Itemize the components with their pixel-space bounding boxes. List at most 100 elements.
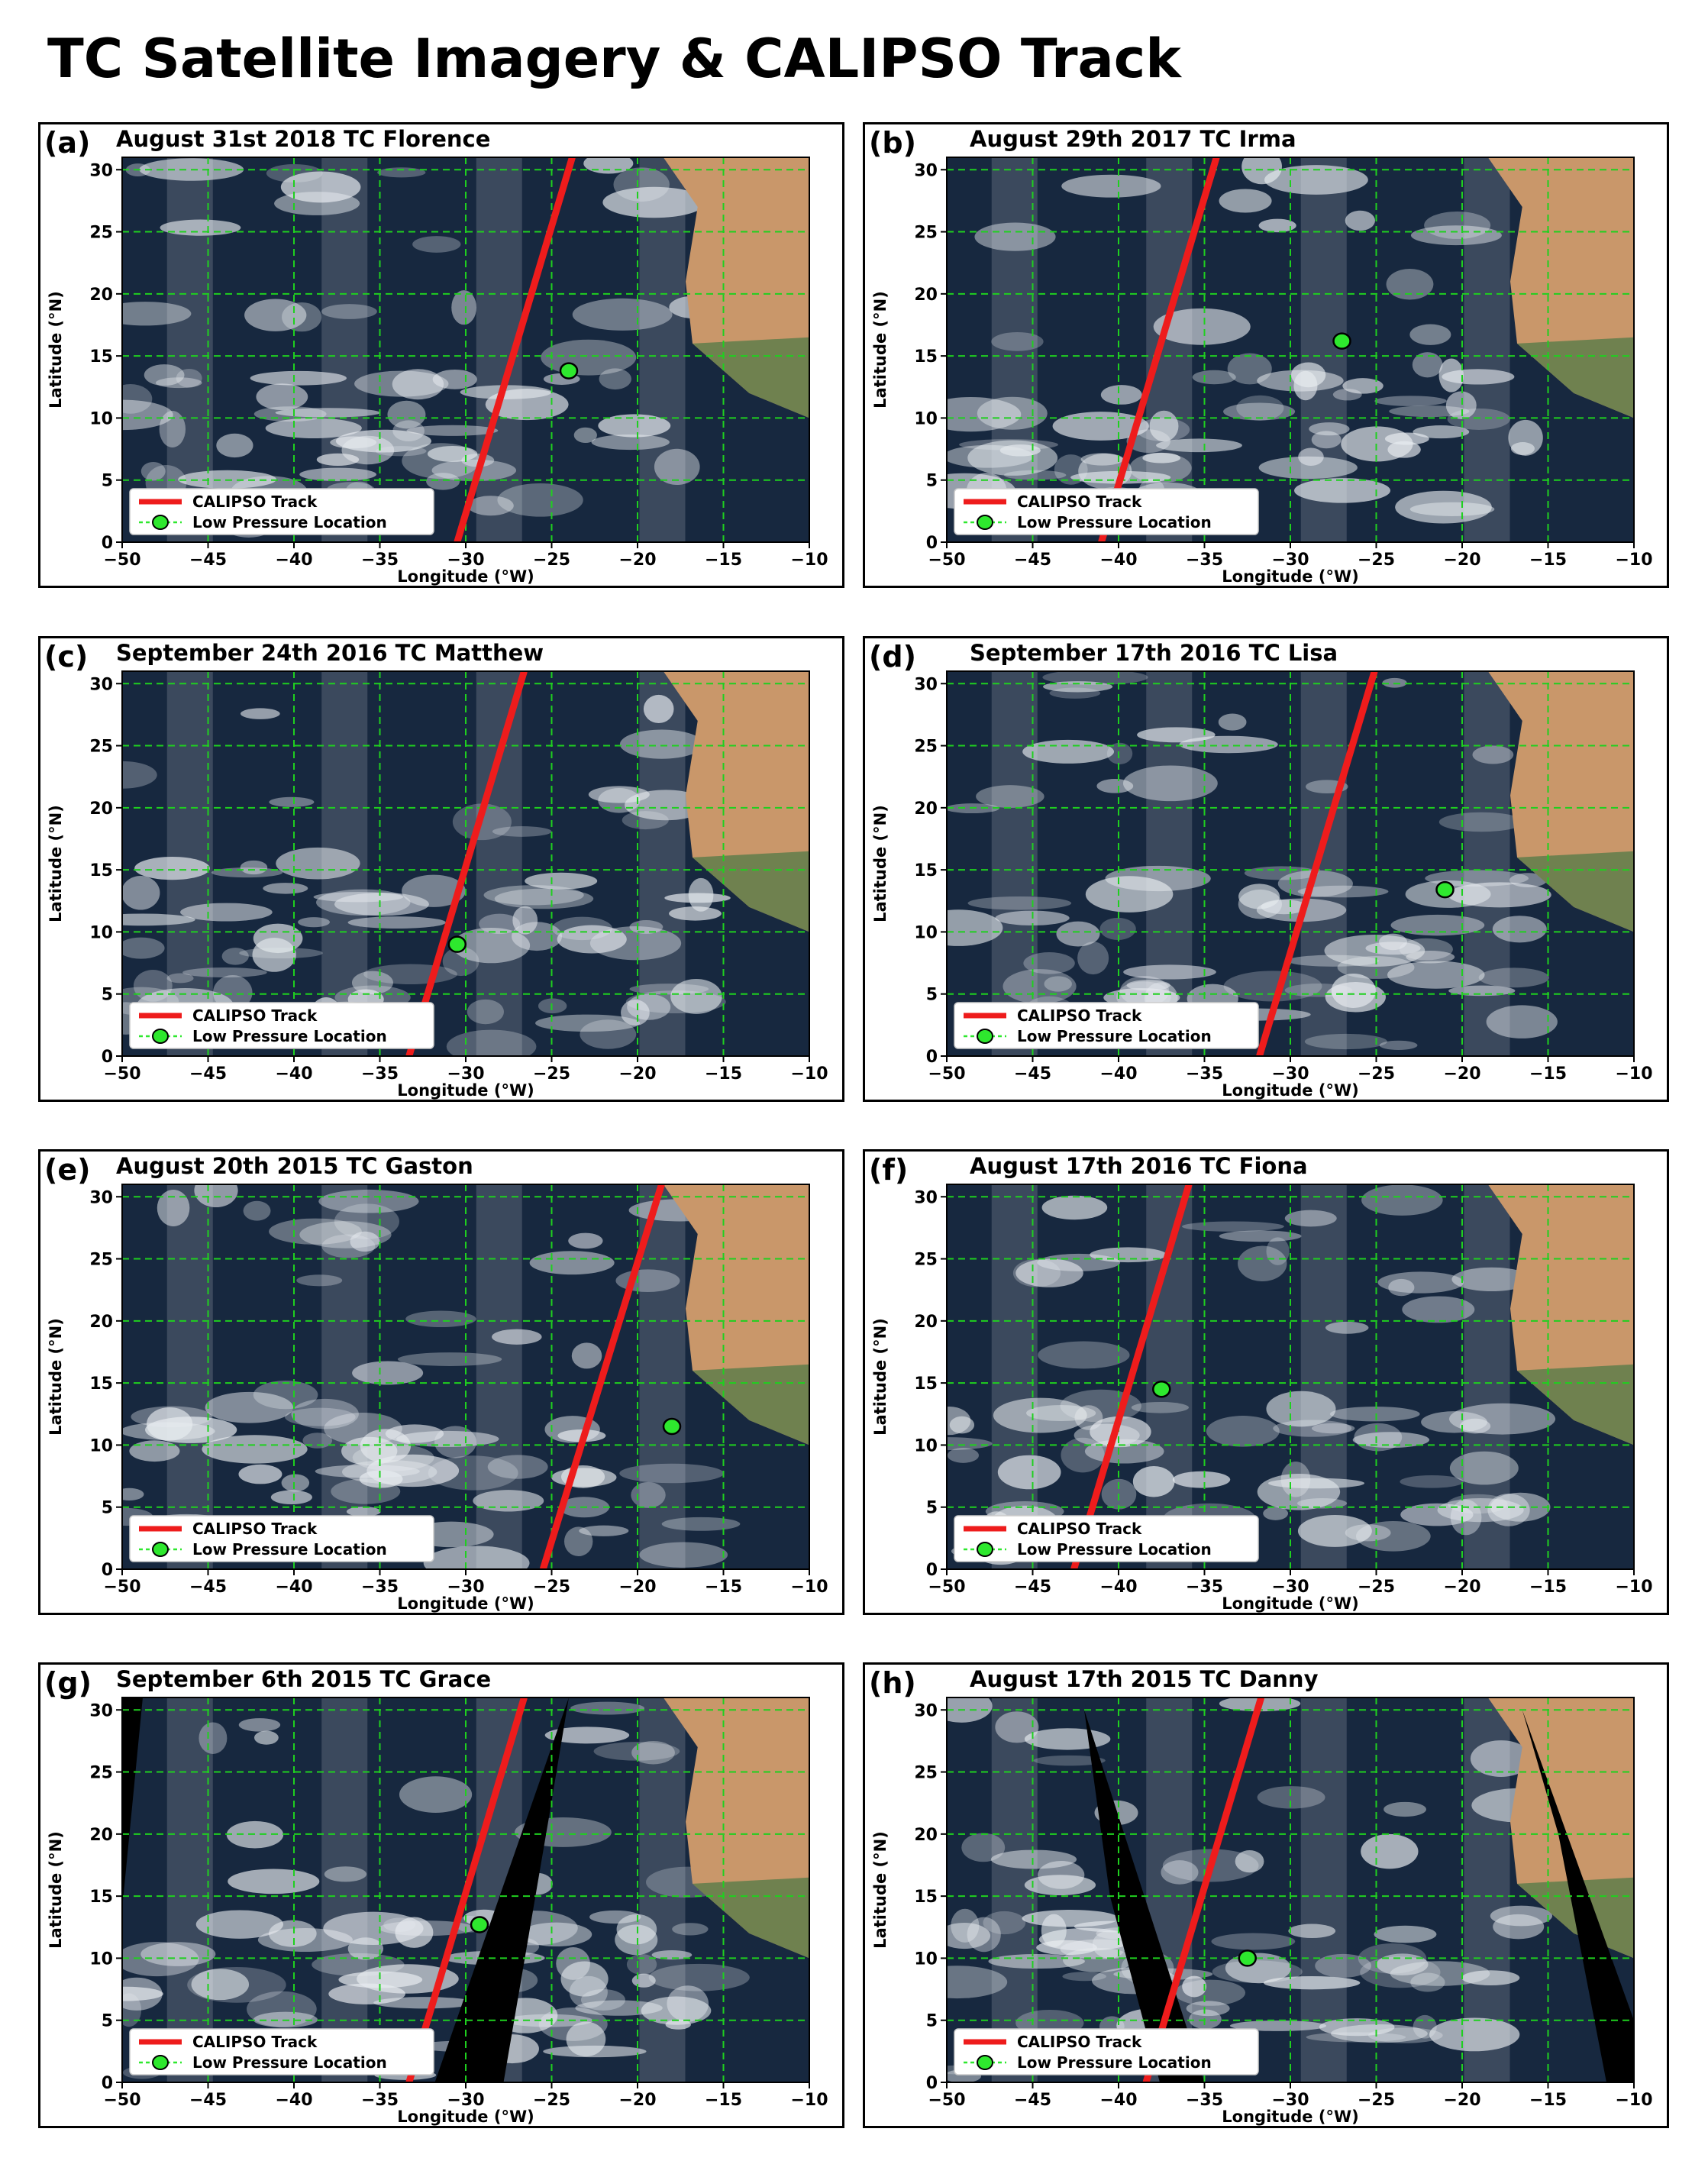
y-tick-label: 30 xyxy=(89,1188,113,1207)
x-tick-label: −35 xyxy=(361,1578,399,1597)
vegetation-area xyxy=(693,1364,809,1446)
y-tick-label: 25 xyxy=(914,1251,938,1270)
x-axis-label: Longitude (°W) xyxy=(397,1081,534,1100)
legend-low-swatch xyxy=(152,515,169,530)
legend-low-label: Low Pressure Location xyxy=(192,1027,387,1045)
y-tick-label: 0 xyxy=(102,1561,113,1580)
legend-track-label: CALIPSO Track xyxy=(192,493,318,511)
x-tick-label: −40 xyxy=(1099,1578,1137,1597)
sunglint-band xyxy=(1300,1184,1347,1569)
y-tick-label: 25 xyxy=(89,1764,113,1783)
panel-letter: (c) xyxy=(44,640,88,673)
vegetation-area xyxy=(693,1877,809,1959)
y-tick-label: 20 xyxy=(914,286,938,305)
legend-track-label: CALIPSO Track xyxy=(1017,1520,1142,1538)
y-tick-label: 15 xyxy=(914,861,938,880)
legend: CALIPSO Track Low Pressure Location xyxy=(954,2028,1259,2075)
y-axis-label: Latitude (°N) xyxy=(47,805,65,922)
x-tick-label: −50 xyxy=(103,2091,140,2110)
x-tick-label: −45 xyxy=(1014,551,1051,570)
low-pressure-marker xyxy=(662,1417,682,1436)
y-axis-label: Latitude (°N) xyxy=(47,1318,65,1436)
y-tick-label: 0 xyxy=(102,534,113,553)
legend-low-label: Low Pressure Location xyxy=(192,2053,387,2072)
y-tick-label: 20 xyxy=(89,1826,113,1845)
panel-letter: (h) xyxy=(869,1666,916,1700)
x-axis-label: Longitude (°W) xyxy=(397,567,534,586)
y-tick-label: 15 xyxy=(914,1888,938,1907)
y-axis-label: Latitude (°N) xyxy=(871,1831,890,1949)
y-tick-label: 25 xyxy=(89,224,113,243)
y-axis-label: Latitude (°N) xyxy=(871,805,890,922)
x-tick-label: −30 xyxy=(1271,1064,1309,1084)
x-tick-label: −15 xyxy=(705,2091,742,2110)
y-tick-label: 10 xyxy=(89,1436,113,1455)
vegetation-area xyxy=(1517,337,1634,418)
x-tick-label: −40 xyxy=(1099,1064,1137,1084)
y-tick-label: 10 xyxy=(89,409,113,428)
x-tick-label: −20 xyxy=(1443,1064,1480,1084)
x-tick-label: −25 xyxy=(1358,551,1395,570)
panel-letter: (e) xyxy=(44,1153,91,1187)
legend-track-label: CALIPSO Track xyxy=(192,2033,318,2051)
sunglint-band xyxy=(991,1184,1038,1569)
map-figure: −50 −45 −40 −35 −30 −25 −20 −15 −10 0 5 10 15 20 25 30 L… xyxy=(869,1666,1653,2126)
satellite-image xyxy=(947,1184,1634,1569)
x-axis-label: Longitude (°W) xyxy=(1222,567,1358,586)
satellite-image xyxy=(947,671,1634,1056)
gridlines xyxy=(947,671,1634,1056)
y-tick-label: 10 xyxy=(914,1949,938,1969)
x-tick-label: −40 xyxy=(275,1578,312,1597)
x-tick-label: −25 xyxy=(1358,1064,1395,1084)
x-tick-label: −35 xyxy=(361,551,399,570)
y-tick-label: 0 xyxy=(102,1048,113,1067)
calipso-track-line xyxy=(405,671,528,1056)
x-tick-label: −25 xyxy=(1358,1578,1395,1597)
panel-title: August 29th 2017 TC Irma xyxy=(970,126,1296,152)
legend: CALIPSO Track Low Pressure Location xyxy=(954,1515,1259,1562)
x-tick-label: −30 xyxy=(1271,551,1309,570)
x-tick-label: −15 xyxy=(705,551,742,570)
panel-letter: (b) xyxy=(869,126,916,160)
low-pressure-marker xyxy=(1238,1949,1257,1967)
map-figure: −50 −45 −40 −35 −30 −25 −20 −15 −10 0 5 10 15 20 25 30 L… xyxy=(44,1666,828,2126)
calipso-track-line xyxy=(1098,157,1220,542)
x-tick-label: −35 xyxy=(1186,1578,1223,1597)
y-tick-label: 0 xyxy=(926,1561,938,1580)
legend-low-swatch xyxy=(152,2055,169,2070)
legend-low-label: Low Pressure Location xyxy=(192,1540,387,1559)
legend-low-swatch xyxy=(152,1542,169,1557)
legend: CALIPSO Track Low Pressure Location xyxy=(129,488,434,535)
x-tick-label: −40 xyxy=(1099,551,1137,570)
calipso-track-line xyxy=(1070,1184,1193,1569)
legend-low-swatch xyxy=(152,1029,169,1044)
y-tick-label: 30 xyxy=(89,1701,113,1720)
calipso-track-line xyxy=(539,1184,665,1569)
gridlines xyxy=(947,1697,1634,2082)
legend-low-label: Low Pressure Location xyxy=(192,513,387,531)
y-tick-label: 30 xyxy=(914,161,938,180)
y-tick-label: 5 xyxy=(102,1499,113,1518)
panel-letter: (d) xyxy=(869,640,916,673)
gridlines xyxy=(947,157,1634,542)
x-axis-label: Longitude (°W) xyxy=(1222,2108,1358,2126)
x-tick-label: −35 xyxy=(1186,2091,1223,2110)
sunglint-band xyxy=(1300,1697,1347,2082)
low-pressure-marker xyxy=(1152,1381,1171,1398)
panel-letter: (f) xyxy=(869,1153,908,1187)
x-tick-label: −20 xyxy=(618,551,656,570)
x-tick-label: −25 xyxy=(533,2091,570,2110)
x-tick-label: −45 xyxy=(189,551,227,570)
y-tick-label: 5 xyxy=(926,472,938,491)
legend-low-label: Low Pressure Location xyxy=(1017,1027,1212,1045)
x-tick-label: −30 xyxy=(1271,1578,1309,1597)
figure-title: TC Satellite Imagery & CALIPSO Track xyxy=(47,27,1181,90)
legend-track-label: CALIPSO Track xyxy=(1017,1006,1142,1025)
sunglint-band xyxy=(639,157,686,542)
gridlines xyxy=(122,157,809,542)
y-tick-label: 20 xyxy=(914,1826,938,1845)
x-tick-label: −40 xyxy=(275,1064,312,1084)
x-tick-label: −15 xyxy=(1529,1064,1567,1084)
x-tick-label: −50 xyxy=(928,1578,965,1597)
